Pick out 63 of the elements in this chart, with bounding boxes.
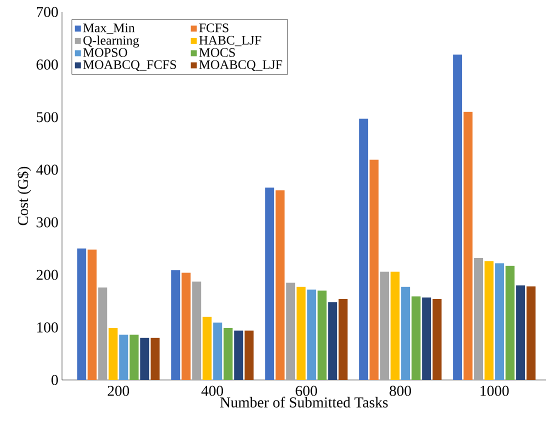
x-tick-label: 600 <box>296 386 318 396</box>
bar <box>130 334 139 380</box>
bar <box>88 250 97 380</box>
legend-label: MOPSO <box>83 48 128 57</box>
bar <box>495 263 504 380</box>
bar <box>412 296 421 380</box>
bar <box>202 316 212 380</box>
bar <box>119 334 128 380</box>
bar <box>390 272 400 380</box>
bar <box>150 338 160 380</box>
legend-label: MOABCQ_LJF <box>199 60 282 71</box>
bar <box>422 297 432 380</box>
bar <box>171 270 180 380</box>
bar <box>276 190 285 380</box>
legend-label: FCFS <box>199 24 228 32</box>
bar <box>453 54 462 380</box>
x-axis-title: Number of Submitted Tasks <box>220 396 388 408</box>
bar <box>328 302 338 380</box>
x-tick-label: 200 <box>108 386 130 396</box>
bar <box>432 299 442 380</box>
bar <box>474 258 484 380</box>
y-tick-label: 300 <box>36 217 58 228</box>
bar <box>224 328 233 380</box>
y-tick-label: 600 <box>36 60 58 70</box>
bar <box>213 322 222 380</box>
bar <box>296 286 306 380</box>
legend-label: HABC_LJF <box>199 36 262 46</box>
bar <box>244 330 254 380</box>
bar <box>286 282 296 380</box>
x-tick-label: 800 <box>390 386 412 396</box>
bar <box>182 272 191 380</box>
x-tick-label: 1000 <box>480 386 509 396</box>
bar <box>318 290 327 380</box>
bar <box>526 286 536 380</box>
y-axis-title: Cost (G$) <box>17 166 32 226</box>
bar <box>370 160 379 380</box>
x-tick-label: 400 <box>201 386 224 396</box>
bar <box>140 338 150 380</box>
y-tick-label: 500 <box>36 112 58 122</box>
y-tick-label: 400 <box>36 164 58 175</box>
y-tick-label: 100 <box>37 322 58 332</box>
y-tick-label: 200 <box>36 270 58 280</box>
bar <box>234 330 244 380</box>
bar <box>338 299 348 380</box>
bar <box>359 118 368 380</box>
bar <box>401 286 410 380</box>
bar <box>192 282 202 380</box>
legend-label: Q-learning <box>83 36 139 48</box>
bar <box>307 290 316 380</box>
bar <box>265 188 274 380</box>
y-tick-label: 0 <box>52 374 58 386</box>
bar <box>484 261 494 380</box>
bar <box>516 285 526 380</box>
bar <box>380 272 390 380</box>
legend-label: MOCS <box>199 48 235 57</box>
bar <box>464 112 473 380</box>
bar <box>108 328 118 380</box>
y-tick-label: 700 <box>36 6 58 18</box>
bar <box>77 248 86 380</box>
legend-label: Max_Min <box>83 24 135 34</box>
bar <box>506 266 515 380</box>
bar <box>98 287 108 380</box>
legend-label: MOABCQ_FCFS <box>83 60 176 71</box>
